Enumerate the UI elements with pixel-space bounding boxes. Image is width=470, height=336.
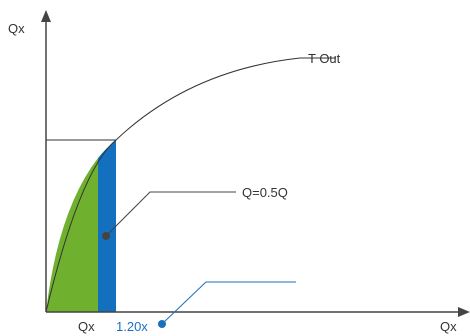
callout-dot	[102, 232, 110, 240]
t-out-curve	[45, 57, 301, 313]
y-axis-label: Qx	[8, 21, 25, 36]
callout-label: Q=0.5Q	[242, 185, 288, 200]
y-axis-arrow-icon	[41, 10, 51, 22]
blue-tick-dot	[158, 320, 166, 328]
blue-tick-leader	[161, 281, 296, 325]
tick-label-blue: 1.20x	[116, 319, 148, 334]
blue-band	[98, 140, 116, 312]
curve-label: T Out	[308, 51, 341, 66]
x-axis-arrow-icon	[458, 307, 470, 317]
tick-label-left: Qx	[78, 319, 95, 334]
x-axis-label: Qx	[440, 319, 457, 334]
callout-leader	[105, 191, 236, 237]
green-area	[46, 158, 98, 312]
